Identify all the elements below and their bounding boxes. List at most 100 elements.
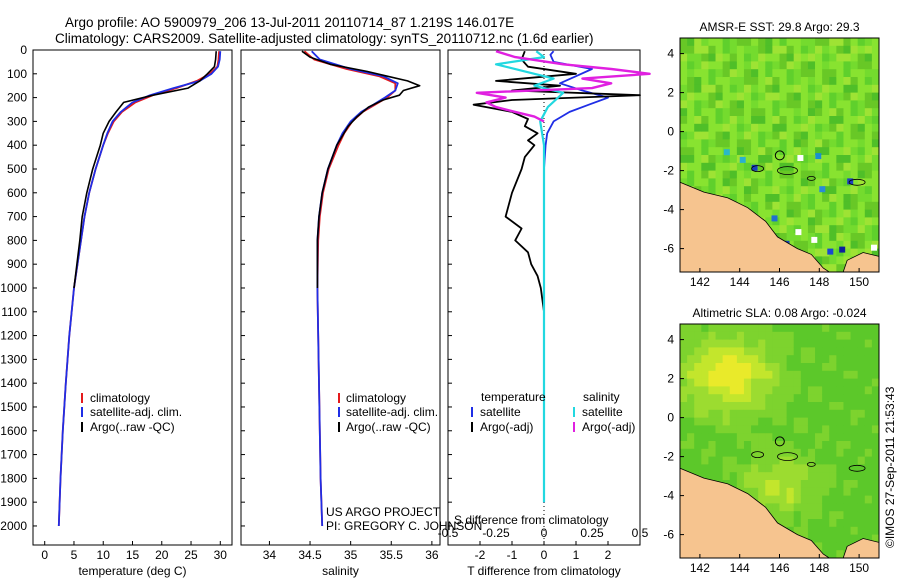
map-cell bbox=[800, 480, 809, 489]
map-cell bbox=[815, 433, 823, 442]
map-cell bbox=[829, 526, 837, 535]
map-cell bbox=[815, 123, 823, 132]
map-cell bbox=[800, 139, 809, 148]
map-cell bbox=[765, 139, 773, 148]
map-cell bbox=[793, 38, 802, 47]
map-title: Altimetric SLA: 0.08 Argo: -0.024 bbox=[692, 306, 866, 320]
map-cell bbox=[729, 425, 738, 434]
map-cell bbox=[815, 53, 823, 62]
map-cell bbox=[715, 162, 724, 171]
map-cell bbox=[694, 147, 702, 156]
map-cell bbox=[829, 480, 837, 489]
map-cell bbox=[829, 123, 837, 132]
map-cell bbox=[857, 331, 866, 340]
map-cell bbox=[772, 139, 780, 148]
temperature-legend-label: climatology bbox=[90, 391, 150, 405]
map-cell bbox=[751, 355, 759, 364]
map-cell bbox=[722, 100, 731, 109]
map-cell bbox=[829, 201, 837, 210]
map-cell bbox=[793, 370, 802, 379]
map-cell bbox=[793, 147, 802, 156]
map-lat-tick-label: -6 bbox=[663, 242, 674, 256]
map-cell bbox=[751, 69, 759, 78]
map-cell bbox=[807, 53, 816, 62]
map-cell bbox=[786, 331, 795, 340]
map-cell bbox=[751, 155, 759, 164]
map-cell bbox=[815, 448, 823, 457]
map-cell bbox=[772, 45, 780, 54]
map-cell bbox=[765, 123, 773, 132]
map-cell bbox=[758, 209, 766, 218]
map-cell bbox=[751, 186, 759, 195]
map-cell bbox=[836, 331, 844, 340]
map-cell bbox=[722, 441, 731, 450]
difference-series-3 bbox=[475, 50, 651, 123]
map-cell bbox=[807, 433, 816, 442]
map-cell bbox=[864, 511, 873, 520]
map-cell bbox=[843, 123, 851, 132]
map-cell bbox=[765, 487, 773, 496]
map-lon-tick-label: 144 bbox=[730, 561, 750, 575]
map-cell bbox=[751, 178, 759, 187]
map-cell bbox=[871, 225, 880, 234]
map-cell bbox=[857, 441, 866, 450]
map-cell bbox=[800, 495, 809, 504]
map-cell bbox=[800, 425, 809, 434]
depth-tick-label: 600 bbox=[7, 186, 27, 200]
map-cell bbox=[850, 394, 859, 403]
map-cell bbox=[822, 217, 830, 226]
map-cell bbox=[843, 92, 851, 101]
depth-tick-label: 500 bbox=[7, 162, 27, 176]
map-cell bbox=[687, 331, 695, 340]
map-cell bbox=[815, 162, 823, 171]
map-cell bbox=[687, 363, 695, 372]
difference-legend-label: Argo(-adj) bbox=[480, 420, 533, 434]
map-cell bbox=[793, 233, 802, 242]
sst-anomaly-cell bbox=[739, 156, 746, 163]
map-cell bbox=[736, 433, 745, 442]
map-cell bbox=[829, 155, 837, 164]
map-cell bbox=[807, 402, 816, 411]
map-cell bbox=[779, 347, 788, 356]
map-cell bbox=[751, 131, 759, 140]
map-cell bbox=[871, 209, 880, 218]
map-cell bbox=[822, 178, 830, 187]
map-cell bbox=[772, 324, 780, 333]
map-cell bbox=[793, 131, 802, 140]
salinity-axis-tick-label: 36 bbox=[425, 548, 439, 562]
map-cell bbox=[687, 370, 695, 379]
map-cell bbox=[822, 339, 830, 348]
map-cell bbox=[701, 100, 709, 109]
map-cell bbox=[836, 61, 844, 70]
map-cell bbox=[751, 108, 759, 117]
map-cell bbox=[701, 370, 709, 379]
map-cell bbox=[807, 147, 816, 156]
depth-tick-label: 200 bbox=[7, 91, 27, 105]
map-cell bbox=[687, 409, 695, 418]
map-cell bbox=[793, 92, 802, 101]
map-cell bbox=[687, 425, 695, 434]
map-cell bbox=[800, 409, 809, 418]
map-cell bbox=[815, 131, 823, 140]
map-cell bbox=[807, 409, 816, 418]
map-cell bbox=[850, 240, 859, 249]
map-cell bbox=[736, 53, 745, 62]
map-cell bbox=[765, 116, 773, 125]
map-cell bbox=[843, 347, 851, 356]
map-cell bbox=[765, 472, 773, 481]
map-cell bbox=[800, 186, 809, 195]
map-cell bbox=[694, 45, 702, 54]
map-cell bbox=[807, 417, 816, 426]
map-cell bbox=[829, 116, 837, 125]
map-cell bbox=[751, 347, 759, 356]
map-cell bbox=[871, 456, 880, 465]
map-cell bbox=[751, 417, 759, 426]
map-cell bbox=[708, 155, 716, 164]
map-cell bbox=[871, 339, 880, 348]
map-cell bbox=[793, 347, 802, 356]
map-cell bbox=[779, 339, 788, 348]
map-cell bbox=[843, 519, 851, 528]
map-cell bbox=[807, 370, 816, 379]
header-line2: Climatology: CARS2009. Satellite-adjuste… bbox=[55, 31, 594, 46]
map-cell bbox=[829, 394, 837, 403]
